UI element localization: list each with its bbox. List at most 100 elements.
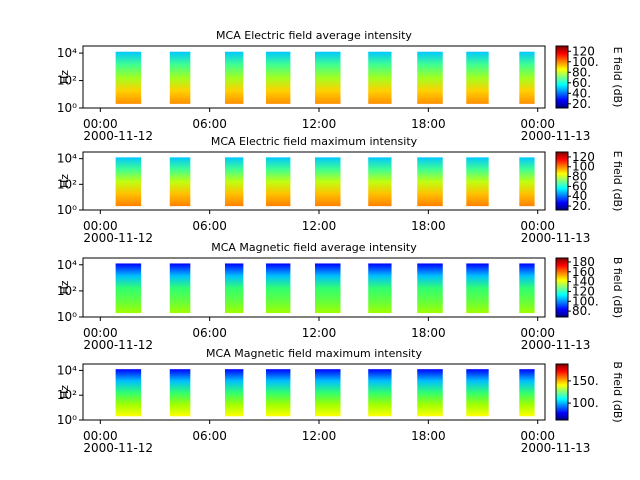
x-tick-label: 06:00: [192, 429, 227, 443]
panel-title: MCA Electric field average intensity: [216, 29, 412, 42]
spectrogram-burst: [265, 369, 291, 417]
spectrogram-burst: [224, 157, 244, 207]
spectrogram-burst: [115, 369, 142, 417]
y-axis-label: Hz: [58, 174, 71, 188]
spectrogram-burst: [115, 157, 142, 207]
x-tick-date: 2000-11-13: [521, 231, 591, 245]
spectrogram-burst: [417, 51, 443, 104]
spectrogram-burst: [115, 51, 142, 104]
x-tick-label: 06:00: [192, 117, 227, 131]
spectrogram-burst: [417, 263, 443, 314]
x-tick-label: 00:00: [520, 326, 555, 340]
colorbar-label: B field (dB): [611, 257, 624, 318]
colorbar-tick-label: 20.: [572, 199, 591, 213]
x-tick-label: 12:00: [302, 326, 337, 340]
y-tick-label: 10⁴: [57, 258, 77, 272]
x-tick-date: 2000-11-13: [521, 441, 591, 455]
x-tick-label: 00:00: [83, 326, 118, 340]
x-tick-label: 00:00: [520, 219, 555, 233]
spectrogram-burst: [519, 369, 535, 417]
colorbar-tick-label: 20.: [572, 97, 591, 111]
colorbar-tick-label: 180: [572, 255, 595, 269]
spectrogram-burst: [169, 369, 191, 417]
spectrogram-burst: [466, 263, 489, 314]
y-tick-label: 10⁴: [57, 46, 77, 60]
x-tick-label: 12:00: [302, 117, 337, 131]
colorbar-label: E field (dB): [611, 151, 624, 212]
colorbar-tick-label: 80: [572, 170, 587, 184]
colorbar-tick-label: 80.: [572, 65, 591, 79]
colorbar-tick-label: 60: [572, 179, 587, 193]
x-tick-label: 12:00: [302, 219, 337, 233]
colorbar-tick-label: 120: [572, 44, 595, 58]
y-tick-label: 10⁴: [57, 152, 77, 166]
y-tick-label: 10⁴: [57, 363, 77, 377]
spectrogram-burst: [265, 157, 291, 207]
spectrogram-burst: [265, 51, 291, 104]
colorbar-tick-label: 40: [572, 189, 587, 203]
x-tick-date: 2000-11-12: [83, 338, 153, 352]
spectrogram-burst: [417, 157, 443, 207]
x-tick-label: 00:00: [520, 117, 555, 131]
x-tick-label: 18:00: [411, 429, 446, 443]
x-tick-date: 2000-11-12: [83, 441, 153, 455]
colorbar-tick-label: 140: [572, 275, 595, 289]
x-tick-date: 2000-11-13: [521, 338, 591, 352]
panel-title: MCA Electric field maximum intensity: [211, 135, 418, 148]
y-axis-label: Hz: [58, 385, 71, 399]
colorbar: [555, 257, 569, 318]
y-tick-label: 10⁰: [57, 203, 77, 217]
spectrogram-burst: [224, 263, 244, 314]
y-tick-label: 10²: [57, 177, 77, 191]
spectrogram-burst: [519, 157, 535, 207]
spectrogram-burst: [169, 51, 191, 104]
colorbar-tick-label: 60.: [572, 76, 591, 90]
y-tick-label: 10⁰: [57, 413, 77, 427]
y-tick-label: 10⁰: [57, 310, 77, 324]
x-tick-label: 12:00: [302, 429, 337, 443]
panel-title: MCA Magnetic field maximum intensity: [206, 347, 422, 360]
x-tick-label: 00:00: [83, 429, 118, 443]
y-tick-label: 10²: [57, 388, 77, 402]
colorbar-tick-label: 40.: [572, 86, 591, 100]
spectrogram-burst: [519, 51, 535, 104]
x-tick-date: 2000-11-12: [83, 129, 153, 143]
panel-title: MCA Magnetic field average intensity: [211, 241, 417, 254]
colorbar-tick-label: 120: [572, 284, 595, 298]
colorbar: [555, 363, 569, 421]
spectrogram-burst: [417, 369, 443, 417]
x-tick-label: 00:00: [520, 429, 555, 443]
colorbar-tick-label: 100.: [572, 294, 599, 308]
colorbar-tick-label: 160: [572, 265, 595, 279]
axes-frame: [82, 45, 546, 109]
x-tick-label: 06:00: [192, 326, 227, 340]
colorbar-tick-label: 80.: [572, 304, 591, 318]
spectrogram-burst: [169, 157, 191, 207]
spectrogram-burst: [466, 51, 489, 104]
spectrogram-burst: [315, 157, 341, 207]
spectrogram-burst: [224, 369, 244, 417]
spectrogram-burst: [368, 369, 392, 417]
y-tick-label: 10²: [57, 74, 77, 88]
colorbar: [555, 45, 569, 109]
y-axis-label: Hz: [58, 70, 71, 84]
colorbar-label: E field (dB): [611, 47, 624, 108]
axes-frame: [82, 151, 546, 211]
x-tick-label: 00:00: [83, 117, 118, 131]
x-tick-date: 2000-11-12: [83, 231, 153, 245]
x-tick-label: 06:00: [192, 219, 227, 233]
axes-frame: [82, 257, 546, 318]
axes-frame: [82, 363, 546, 421]
spectrogram-burst: [315, 51, 341, 104]
spectrogram-burst: [466, 157, 489, 207]
spectrogram-burst: [368, 157, 392, 207]
spectrogram-burst: [368, 263, 392, 314]
x-tick-label: 18:00: [411, 326, 446, 340]
colorbar-tick-label: 100: [572, 160, 595, 174]
spectrogram-burst: [315, 263, 341, 314]
spectrogram-burst: [169, 263, 191, 314]
colorbar-label: B field (dB): [611, 361, 624, 422]
spectrogram-burst: [265, 263, 291, 314]
colorbar-tick-label: 120: [572, 150, 595, 164]
